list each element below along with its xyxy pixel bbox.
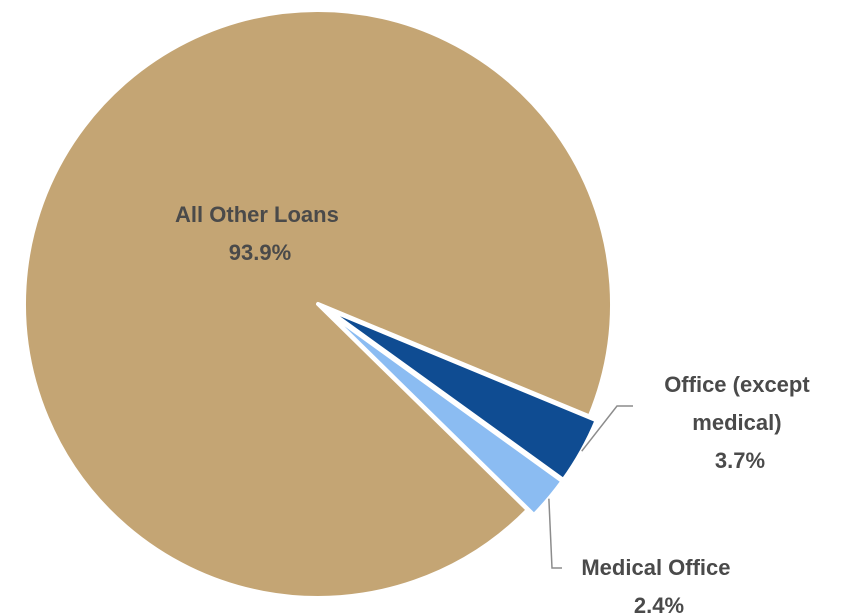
slice-medical-office xyxy=(322,307,565,518)
label-all-other-loans: All Other Loans 93.9% xyxy=(175,202,345,265)
leader-line-medical-office xyxy=(548,498,562,569)
label-medical-office-name: Medical Office xyxy=(581,555,730,580)
label-office-except-medical: Office (except medical) 3.7% xyxy=(664,372,816,473)
slice-all-other-loans xyxy=(22,8,614,600)
label-office-value: 3.7% xyxy=(715,448,765,473)
leader-line-office xyxy=(581,405,633,452)
leader-lines xyxy=(548,405,633,569)
label-office-name-line2: medical) xyxy=(692,410,781,435)
label-medical-office-value: 2.4% xyxy=(634,593,684,615)
label-office-name-line1: Office (except xyxy=(664,372,810,397)
label-all-other-loans-name: All Other Loans xyxy=(175,202,339,227)
pie-slices xyxy=(22,8,614,600)
label-all-other-loans-value: 93.9% xyxy=(229,240,291,265)
label-medical-office: Medical Office 2.4% xyxy=(581,555,736,615)
